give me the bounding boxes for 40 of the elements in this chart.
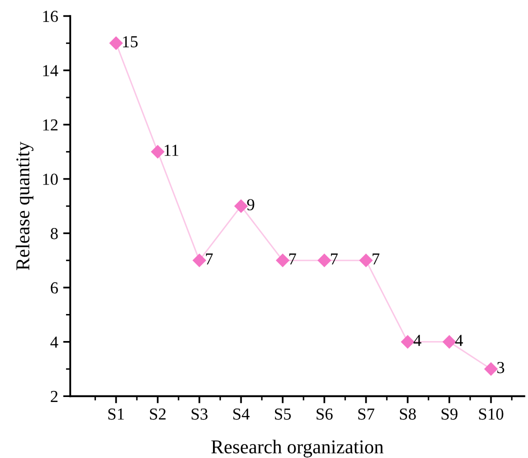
data-label: 7 xyxy=(289,254,296,264)
x-tick-label: S2 xyxy=(150,408,166,420)
x-tick-label: S8 xyxy=(400,408,416,420)
point xyxy=(401,335,414,348)
point xyxy=(442,335,456,348)
point xyxy=(234,200,248,213)
y-tick-label: 10 xyxy=(43,174,58,185)
y-tick-label: 12 xyxy=(43,119,58,130)
data-label: 7 xyxy=(372,254,380,264)
data-label: 11 xyxy=(164,144,178,156)
point xyxy=(151,145,164,158)
data-label: 3 xyxy=(497,362,504,374)
point xyxy=(318,254,331,267)
point xyxy=(192,254,206,267)
x-tick-label: S6 xyxy=(316,408,333,420)
point xyxy=(276,254,290,267)
data-label: 15 xyxy=(123,36,138,48)
data-label: 7 xyxy=(330,254,338,264)
point xyxy=(484,362,498,376)
x-tick-label: S1 xyxy=(108,408,124,420)
point xyxy=(359,254,373,267)
y-tick-label: 14 xyxy=(43,65,58,76)
data-label: 4 xyxy=(414,334,422,346)
x-tick-label: S10 xyxy=(479,408,504,420)
x-tick-label: S4 xyxy=(233,408,250,420)
y-tick-label: 6 xyxy=(50,282,58,294)
x-axis-title: Research organization xyxy=(211,440,384,458)
y-tick-label: 8 xyxy=(50,228,58,240)
point xyxy=(109,36,123,50)
x-tick-label: S7 xyxy=(358,408,374,420)
y-tick-label: 16 xyxy=(43,10,58,22)
x-tick-label: S9 xyxy=(442,408,458,420)
y-tick-label: 4 xyxy=(50,336,58,348)
data-label: 7 xyxy=(206,254,213,264)
x-tick-label: S3 xyxy=(192,408,208,420)
y-axis-title: Release quantity xyxy=(16,142,34,270)
y-tick-label: 2 xyxy=(50,390,58,402)
data-label: 4 xyxy=(455,334,463,346)
x-tick-label: S5 xyxy=(274,408,291,420)
data-label: 9 xyxy=(247,199,254,210)
